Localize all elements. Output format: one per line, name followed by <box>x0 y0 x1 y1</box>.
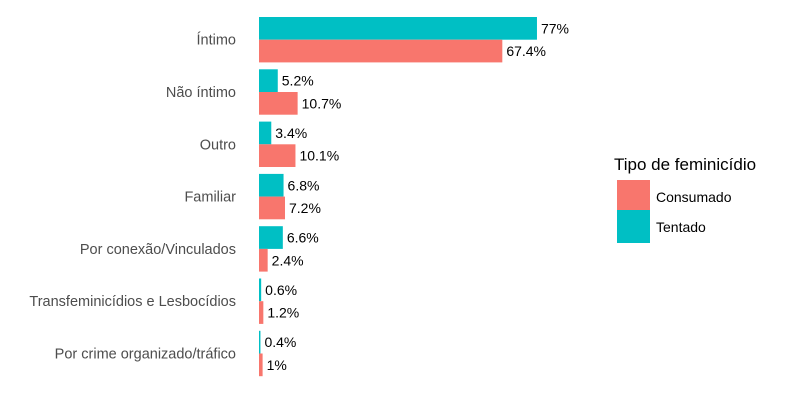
bar-consumado-por-crime-organizado-trafico <box>259 353 263 377</box>
legend: Tipo de feminicídio Consumado Tentado <box>614 155 756 243</box>
category-label-por-crime-organizado-trafico: Por crime organizado/tráfico <box>55 347 236 363</box>
value-label-consumado-intimo: 67.4% <box>506 43 546 59</box>
value-label-tentado-por-crime-organizado-trafico: 0.4% <box>264 334 296 350</box>
value-labels: 77% 67.4% 5.2% 10.7% 3.4% 10.1% 6.8% 7.2% 6.6% 2.… <box>264 20 569 373</box>
value-label-tentado-nao-intimo: 5.2% <box>282 73 314 89</box>
category-label-nao-intimo: Não íntimo <box>166 85 236 101</box>
value-label-consumado-por-crime-organizado-trafico: 1% <box>267 357 287 373</box>
value-label-consumado-nao-intimo: 10.7% <box>302 95 342 111</box>
bar-tentado-intimo <box>259 17 537 40</box>
bar-tentado-por-crime-organizado-trafico <box>259 330 261 354</box>
bar-consumado-familiar <box>259 196 285 220</box>
value-label-consumado-outro: 10.1% <box>299 148 339 164</box>
bar-tentado-familiar <box>259 173 284 197</box>
bars-group <box>259 17 537 377</box>
legend-title: Tipo de feminicídio <box>614 155 756 174</box>
value-label-tentado-transfeminicidios-e-lesbocidios: 0.6% <box>265 282 297 298</box>
value-label-tentado-outro: 3.4% <box>275 125 307 141</box>
value-label-consumado-familiar: 7.2% <box>289 200 321 216</box>
value-label-tentado-por-conexao-vinculados: 6.6% <box>287 230 319 246</box>
value-label-consumado-transfeminicidios-e-lesbocidios: 1.2% <box>267 305 299 321</box>
category-label-intimo: Íntimo <box>197 32 237 49</box>
bar-tentado-outro <box>259 121 272 145</box>
category-label-por-conexao-vinculados: Por conexão/Vinculados <box>80 242 236 258</box>
legend-label-tentado: Tentado <box>656 219 706 235</box>
bar-consumado-transfeminicidios-e-lesbocidios <box>259 301 264 324</box>
bar-consumado-nao-intimo <box>259 92 298 115</box>
legend-label-consumado: Consumado <box>656 189 732 205</box>
category-label-transfeminicidios-e-lesbocidios: Transfeminicídios e Lesbocídios <box>29 294 236 310</box>
bar-tentado-por-conexao-vinculados <box>259 226 283 249</box>
bar-tentado-nao-intimo <box>259 69 278 92</box>
bar-consumado-intimo <box>259 39 503 63</box>
bar-tentado-transfeminicidios-e-lesbocidios <box>259 278 262 302</box>
value-label-tentado-familiar: 6.8% <box>288 177 320 193</box>
legend-key-consumado <box>617 180 650 213</box>
category-label-outro: Outro <box>200 137 236 153</box>
bar-consumado-por-conexao-vinculados <box>259 248 268 272</box>
legend-key-tentado <box>617 210 650 243</box>
bar-consumado-outro <box>259 144 296 167</box>
category-labels: Íntimo Não íntimo Outro Familiar Por conexão… <box>29 32 236 363</box>
value-label-consumado-por-conexao-vinculados: 2.4% <box>272 252 304 268</box>
value-label-tentado-intimo: 77% <box>541 20 569 36</box>
category-label-familiar: Familiar <box>184 190 236 206</box>
